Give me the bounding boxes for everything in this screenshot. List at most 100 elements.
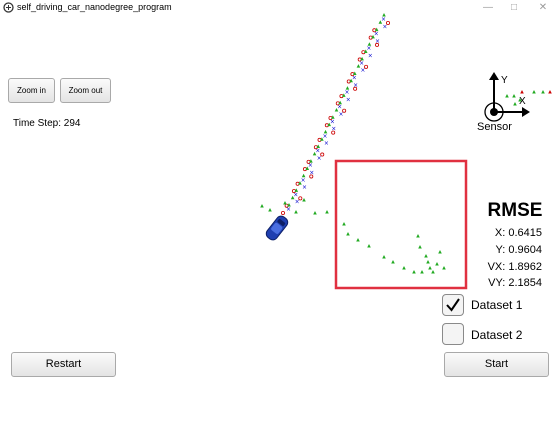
estimate-marker bbox=[541, 90, 545, 94]
dataset-2-checkbox[interactable] bbox=[442, 323, 464, 345]
estimate-marker bbox=[426, 260, 430, 264]
sensor-label: Sensor bbox=[477, 121, 512, 133]
estimate-marker bbox=[412, 270, 416, 274]
lidar-marker: × bbox=[301, 177, 306, 184]
estimate-marker bbox=[283, 201, 287, 205]
radar-marker bbox=[298, 196, 303, 201]
estimate-marker bbox=[428, 266, 432, 270]
zoom-out-button[interactable]: Zoom out bbox=[60, 78, 111, 103]
radar-marker bbox=[375, 42, 380, 47]
rmse-vx: VX: 1.8962 bbox=[487, 261, 542, 273]
estimate-marker bbox=[363, 49, 368, 54]
estimate-marker bbox=[290, 195, 295, 200]
radar-marker bbox=[280, 210, 285, 215]
lidar-marker: × bbox=[302, 184, 307, 191]
estimate-marker bbox=[518, 98, 522, 102]
estimate-marker bbox=[342, 93, 346, 97]
estimate-marker bbox=[371, 34, 375, 39]
lidar-marker: × bbox=[381, 16, 386, 23]
rmse-x: X: 0.6415 bbox=[494, 227, 542, 239]
estimate-marker bbox=[323, 129, 328, 134]
radar-marker bbox=[364, 64, 369, 69]
lidar-marker: × bbox=[366, 45, 371, 52]
y-axis-label: Y bbox=[501, 75, 508, 86]
lidar-marker: × bbox=[331, 126, 336, 133]
estimate-marker bbox=[424, 254, 428, 258]
dataset-1-label: Dataset 1 bbox=[471, 298, 523, 312]
radar-marker bbox=[320, 152, 325, 157]
estimate-marker bbox=[367, 42, 372, 46]
estimate-marker bbox=[313, 211, 317, 215]
estimate-marker bbox=[520, 90, 524, 94]
estimate-marker bbox=[287, 203, 291, 207]
lidar-measurements: ××××××××××××××××××××××××××× bbox=[286, 16, 387, 213]
rmse-y: Y: 0.9604 bbox=[495, 244, 543, 256]
checkmark-icon bbox=[446, 298, 460, 312]
highlight-box bbox=[334, 159, 468, 290]
lidar-marker: × bbox=[382, 23, 387, 30]
estimate-marker bbox=[374, 27, 379, 32]
estimate-marker bbox=[420, 270, 424, 274]
estimate-marker bbox=[378, 20, 383, 24]
estimate-marker bbox=[512, 94, 516, 98]
estimate-marker bbox=[356, 238, 360, 242]
estimate-marker bbox=[305, 166, 310, 170]
restart-button[interactable]: Restart bbox=[11, 352, 116, 377]
time-step-label: Time Step: 294 bbox=[13, 118, 81, 129]
estimate-marker bbox=[356, 64, 361, 68]
estimate-marker bbox=[331, 115, 335, 119]
lidar-marker: × bbox=[346, 96, 351, 103]
app-icon bbox=[3, 2, 14, 13]
estimate-marker bbox=[349, 78, 353, 83]
lidar-marker: × bbox=[339, 111, 344, 118]
sensor-axes-icon bbox=[484, 72, 530, 122]
estimate-marker bbox=[312, 151, 317, 156]
radar-marker bbox=[385, 20, 390, 25]
estimate-marker bbox=[505, 94, 509, 98]
car-icon bbox=[265, 215, 289, 241]
estimate-marker bbox=[346, 232, 350, 236]
dataset-2-label: Dataset 2 bbox=[471, 328, 523, 342]
lidar-marker: × bbox=[360, 67, 365, 74]
estimate-marker bbox=[327, 122, 331, 127]
estimate-marker bbox=[334, 108, 339, 112]
maximize-icon[interactable]: □ bbox=[510, 2, 518, 13]
lidar-marker: × bbox=[368, 53, 373, 60]
estimate-marker bbox=[316, 144, 321, 149]
start-button[interactable]: Start bbox=[444, 352, 549, 377]
x-axis-label: X bbox=[519, 96, 526, 107]
estimate-marker bbox=[325, 210, 329, 214]
minimize-icon[interactable]: — bbox=[483, 2, 493, 13]
radar-marker bbox=[309, 174, 314, 179]
radar-marker bbox=[331, 130, 336, 135]
lidar-marker: × bbox=[353, 82, 358, 89]
lidar-marker: × bbox=[375, 38, 380, 45]
estimate-marker bbox=[513, 102, 517, 106]
estimate-marker bbox=[391, 260, 395, 264]
lidar-marker: × bbox=[286, 206, 291, 213]
lidar-marker: × bbox=[308, 162, 313, 169]
estimate-marker bbox=[302, 198, 306, 202]
lidar-marker: × bbox=[293, 191, 298, 198]
zoom-in-button[interactable]: Zoom in bbox=[8, 78, 55, 103]
rmse-vy: VY: 2.1854 bbox=[488, 277, 542, 289]
estimate-marker bbox=[382, 255, 386, 259]
estimate-marker bbox=[338, 100, 342, 105]
lidar-marker: × bbox=[330, 118, 335, 125]
estimate-marker bbox=[342, 222, 346, 226]
lidar-marker: × bbox=[337, 104, 342, 111]
estimate-marker bbox=[435, 262, 439, 266]
estimate-marker bbox=[294, 210, 298, 214]
close-icon[interactable]: ✕ bbox=[538, 2, 548, 13]
estimate-marker bbox=[345, 86, 350, 90]
estimate-marker bbox=[402, 266, 406, 270]
estimation-markers bbox=[260, 13, 552, 274]
estimate-marker bbox=[532, 90, 536, 94]
estimate-marker bbox=[360, 56, 364, 61]
estimate-marker bbox=[352, 71, 357, 75]
dataset-1-checkbox[interactable] bbox=[442, 294, 464, 316]
estimate-marker bbox=[438, 250, 442, 254]
estimate-marker bbox=[418, 245, 422, 249]
radar-marker bbox=[353, 86, 358, 91]
